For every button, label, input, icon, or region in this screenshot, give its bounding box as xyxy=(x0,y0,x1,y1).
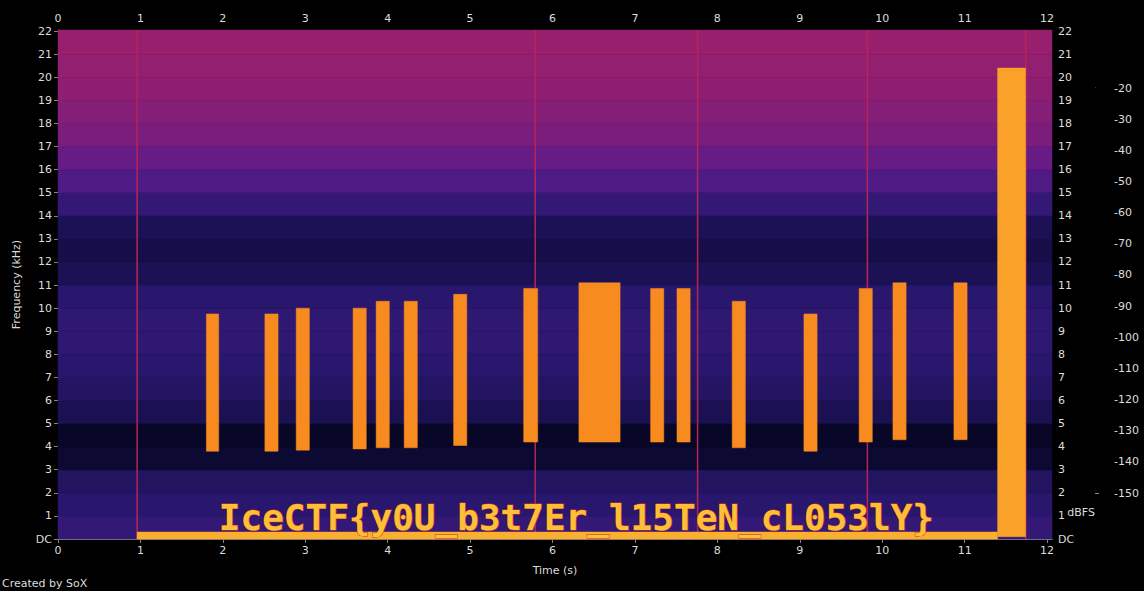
svg-text:8: 8 xyxy=(714,12,721,25)
svg-text:18: 18 xyxy=(1058,117,1072,130)
svg-text:3: 3 xyxy=(302,544,309,557)
svg-text:5: 5 xyxy=(467,544,474,557)
svg-text:18: 18 xyxy=(38,117,52,130)
svg-text:1: 1 xyxy=(137,12,144,25)
svg-text:-90: -90 xyxy=(1114,300,1132,313)
svg-text:8: 8 xyxy=(714,544,721,557)
svg-text:22: 22 xyxy=(1058,25,1072,38)
svg-text:-20: -20 xyxy=(1114,82,1132,95)
svg-text:20: 20 xyxy=(1058,71,1072,84)
svg-text:3: 3 xyxy=(1058,463,1065,476)
svg-text:6: 6 xyxy=(549,12,556,25)
svg-text:5: 5 xyxy=(45,417,52,430)
svg-text:10: 10 xyxy=(1058,302,1072,315)
svg-text:Created by SoX: Created by SoX xyxy=(2,577,88,590)
svg-text:0: 0 xyxy=(55,544,62,557)
svg-text:dBFS: dBFS xyxy=(1067,506,1095,519)
svg-text:17: 17 xyxy=(1058,140,1072,153)
svg-text:11: 11 xyxy=(38,279,52,292)
svg-text:-110: -110 xyxy=(1114,362,1139,375)
svg-text:12: 12 xyxy=(1040,12,1054,25)
svg-text:-100: -100 xyxy=(1114,331,1139,344)
svg-text:1: 1 xyxy=(45,509,52,522)
svg-text:8: 8 xyxy=(1058,348,1065,361)
svg-text:11: 11 xyxy=(1058,279,1072,292)
svg-text:1: 1 xyxy=(1058,509,1065,522)
svg-text:4: 4 xyxy=(384,544,391,557)
svg-text:9: 9 xyxy=(796,12,803,25)
svg-text:22: 22 xyxy=(38,25,52,38)
svg-text:3: 3 xyxy=(45,463,52,476)
svg-text:5: 5 xyxy=(1058,417,1065,430)
svg-text:IceCTF{y0U_b3t7Er_l15TeN_cL053: IceCTF{y0U_b3t7Er_l15TeN_cL053lY} xyxy=(219,497,934,538)
svg-text:12: 12 xyxy=(1058,255,1072,268)
svg-text:6: 6 xyxy=(549,544,556,557)
svg-text:-30: -30 xyxy=(1114,113,1132,126)
svg-text:-140: -140 xyxy=(1114,455,1139,468)
svg-text:4: 4 xyxy=(384,12,391,25)
svg-text:7: 7 xyxy=(631,544,638,557)
svg-text:Frequency (kHz): Frequency (kHz) xyxy=(10,240,23,329)
svg-text:DC: DC xyxy=(1058,533,1074,546)
svg-text:2: 2 xyxy=(1058,486,1065,499)
svg-text:16: 16 xyxy=(1058,163,1072,176)
svg-text:9: 9 xyxy=(796,544,803,557)
svg-text:6: 6 xyxy=(1058,394,1065,407)
svg-text:10: 10 xyxy=(875,544,889,557)
svg-text:15: 15 xyxy=(1058,186,1072,199)
svg-text:-80: -80 xyxy=(1114,268,1132,281)
svg-text:4: 4 xyxy=(45,440,52,453)
svg-text:2: 2 xyxy=(45,486,52,499)
svg-text:7: 7 xyxy=(45,371,52,384)
svg-text:5: 5 xyxy=(467,12,474,25)
svg-text:-130: -130 xyxy=(1114,424,1139,437)
svg-text:11: 11 xyxy=(958,12,972,25)
svg-text:-60: -60 xyxy=(1114,206,1132,219)
svg-text:14: 14 xyxy=(38,209,52,222)
svg-text:11: 11 xyxy=(958,544,972,557)
svg-text:9: 9 xyxy=(45,325,52,338)
svg-text:-40: -40 xyxy=(1114,144,1132,157)
svg-text:21: 21 xyxy=(1058,48,1072,61)
svg-text:-150: -150 xyxy=(1114,487,1139,500)
svg-text:21: 21 xyxy=(38,48,52,61)
svg-text:0: 0 xyxy=(55,12,62,25)
svg-text:3: 3 xyxy=(302,12,309,25)
svg-text:7: 7 xyxy=(1058,371,1065,384)
svg-text:9: 9 xyxy=(1058,325,1065,338)
svg-text:-70: -70 xyxy=(1114,237,1132,250)
svg-text:10: 10 xyxy=(875,12,889,25)
svg-text:8: 8 xyxy=(45,348,52,361)
svg-text:12: 12 xyxy=(1040,544,1054,557)
svg-text:12: 12 xyxy=(38,255,52,268)
svg-text:7: 7 xyxy=(631,12,638,25)
svg-text:-50: -50 xyxy=(1114,175,1132,188)
svg-text:2: 2 xyxy=(219,544,226,557)
svg-text:4: 4 xyxy=(1058,440,1065,453)
svg-text:Time (s): Time (s) xyxy=(532,564,578,577)
svg-text:DC: DC xyxy=(36,533,52,546)
svg-text:15: 15 xyxy=(38,186,52,199)
svg-text:10: 10 xyxy=(38,302,52,315)
svg-text:1: 1 xyxy=(137,544,144,557)
svg-text:13: 13 xyxy=(38,232,52,245)
svg-text:19: 19 xyxy=(38,94,52,107)
svg-text:13: 13 xyxy=(1058,232,1072,245)
svg-text:16: 16 xyxy=(38,163,52,176)
svg-text:20: 20 xyxy=(38,71,52,84)
svg-text:6: 6 xyxy=(45,394,52,407)
svg-text:14: 14 xyxy=(1058,209,1072,222)
svg-text:2: 2 xyxy=(219,12,226,25)
svg-text:17: 17 xyxy=(38,140,52,153)
svg-text:-120: -120 xyxy=(1114,393,1139,406)
svg-text:19: 19 xyxy=(1058,94,1072,107)
